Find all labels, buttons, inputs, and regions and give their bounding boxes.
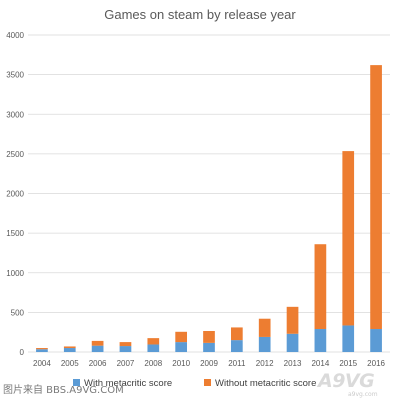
chart-title: Games on steam by release year <box>104 7 296 22</box>
bar-without-metacritic-2010 <box>175 331 188 343</box>
legend-swatch <box>73 379 80 386</box>
bar-without-metacritic-2012 <box>258 318 271 337</box>
x-tick-label: 2007 <box>117 359 135 368</box>
x-tick-label: 2016 <box>367 359 385 368</box>
x-tick-label: 2014 <box>311 359 329 368</box>
bar-with-metacritic-2007 <box>119 346 132 352</box>
y-tick-label: 2500 <box>6 150 24 159</box>
x-axis: 2004 2005 2006 2007 2008 2010 2009 2011 2012 2013… <box>33 359 386 368</box>
watermark-caption: 图片来自 BBS.A9VG.COM <box>3 385 124 396</box>
bar-without-metacritic-2009 <box>203 330 215 343</box>
x-tick-label: 2013 <box>284 359 302 368</box>
site-logo-subtext: a9vg.com <box>348 391 378 398</box>
bar-with-metacritic-2012 <box>258 336 271 352</box>
y-tick-label: 2000 <box>6 190 24 199</box>
legend-label: With metacritic score <box>84 378 172 389</box>
y-tick-label: 0 <box>20 348 25 357</box>
x-tick-label: 2011 <box>228 359 246 368</box>
bar-without-metacritic-2014 <box>314 244 327 330</box>
bar-without-metacritic-2006 <box>91 340 104 346</box>
bar-with-metacritic-2008 <box>147 344 160 352</box>
y-tick-label: 3000 <box>6 110 24 119</box>
site-logo-watermark: A9VG <box>318 370 375 392</box>
y-tick-label: 3500 <box>6 71 24 80</box>
gridlines <box>28 34 390 353</box>
bar-with-metacritic-2010 <box>175 342 188 352</box>
bar-with-metacritic-2009 <box>203 342 215 352</box>
bar-without-metacritic-2004 <box>36 348 48 350</box>
bar-with-metacritic-2013 <box>286 333 299 352</box>
bar-with-metacritic-2004 <box>36 349 48 352</box>
x-tick-label: 2010 <box>172 359 190 368</box>
y-tick-label: 1500 <box>6 229 24 238</box>
y-tick-label: 4000 <box>6 31 24 40</box>
y-axis: 0 500 1000 1500 2000 2500 3000 3500 4000 <box>6 31 24 357</box>
bar-without-metacritic-2008 <box>147 338 160 345</box>
bar-without-metacritic-2005 <box>63 346 76 349</box>
x-tick-label: 2004 <box>33 359 51 368</box>
x-tick-label: 2009 <box>200 359 218 368</box>
bar-without-metacritic-2013 <box>286 306 299 334</box>
bar-without-metacritic-2011 <box>230 327 243 341</box>
y-tick-label: 1000 <box>6 269 24 278</box>
bar-with-metacritic-2011 <box>230 340 243 352</box>
x-tick-label: 2012 <box>256 359 274 368</box>
x-tick-label: 2008 <box>144 359 162 368</box>
x-tick-label: 2006 <box>89 359 107 368</box>
bar-with-metacritic-2005 <box>63 348 76 352</box>
bar-with-metacritic-2014 <box>314 329 327 352</box>
bar-with-metacritic-2006 <box>91 345 104 352</box>
legend-label: Without metacritic score <box>215 378 316 389</box>
bar-without-metacritic-2015 <box>342 151 355 326</box>
bar-with-metacritic-2016 <box>370 329 382 352</box>
x-tick-label: 2015 <box>339 359 357 368</box>
y-tick-label: 500 <box>11 308 25 317</box>
bars <box>36 65 382 352</box>
bar-with-metacritic-2015 <box>342 325 355 352</box>
x-tick-label: 2005 <box>61 359 79 368</box>
bar-without-metacritic-2016 <box>370 65 382 330</box>
bar-without-metacritic-2007 <box>119 342 132 347</box>
legend: With metacritic score Without metacritic … <box>73 378 316 389</box>
legend-swatch <box>204 379 211 386</box>
